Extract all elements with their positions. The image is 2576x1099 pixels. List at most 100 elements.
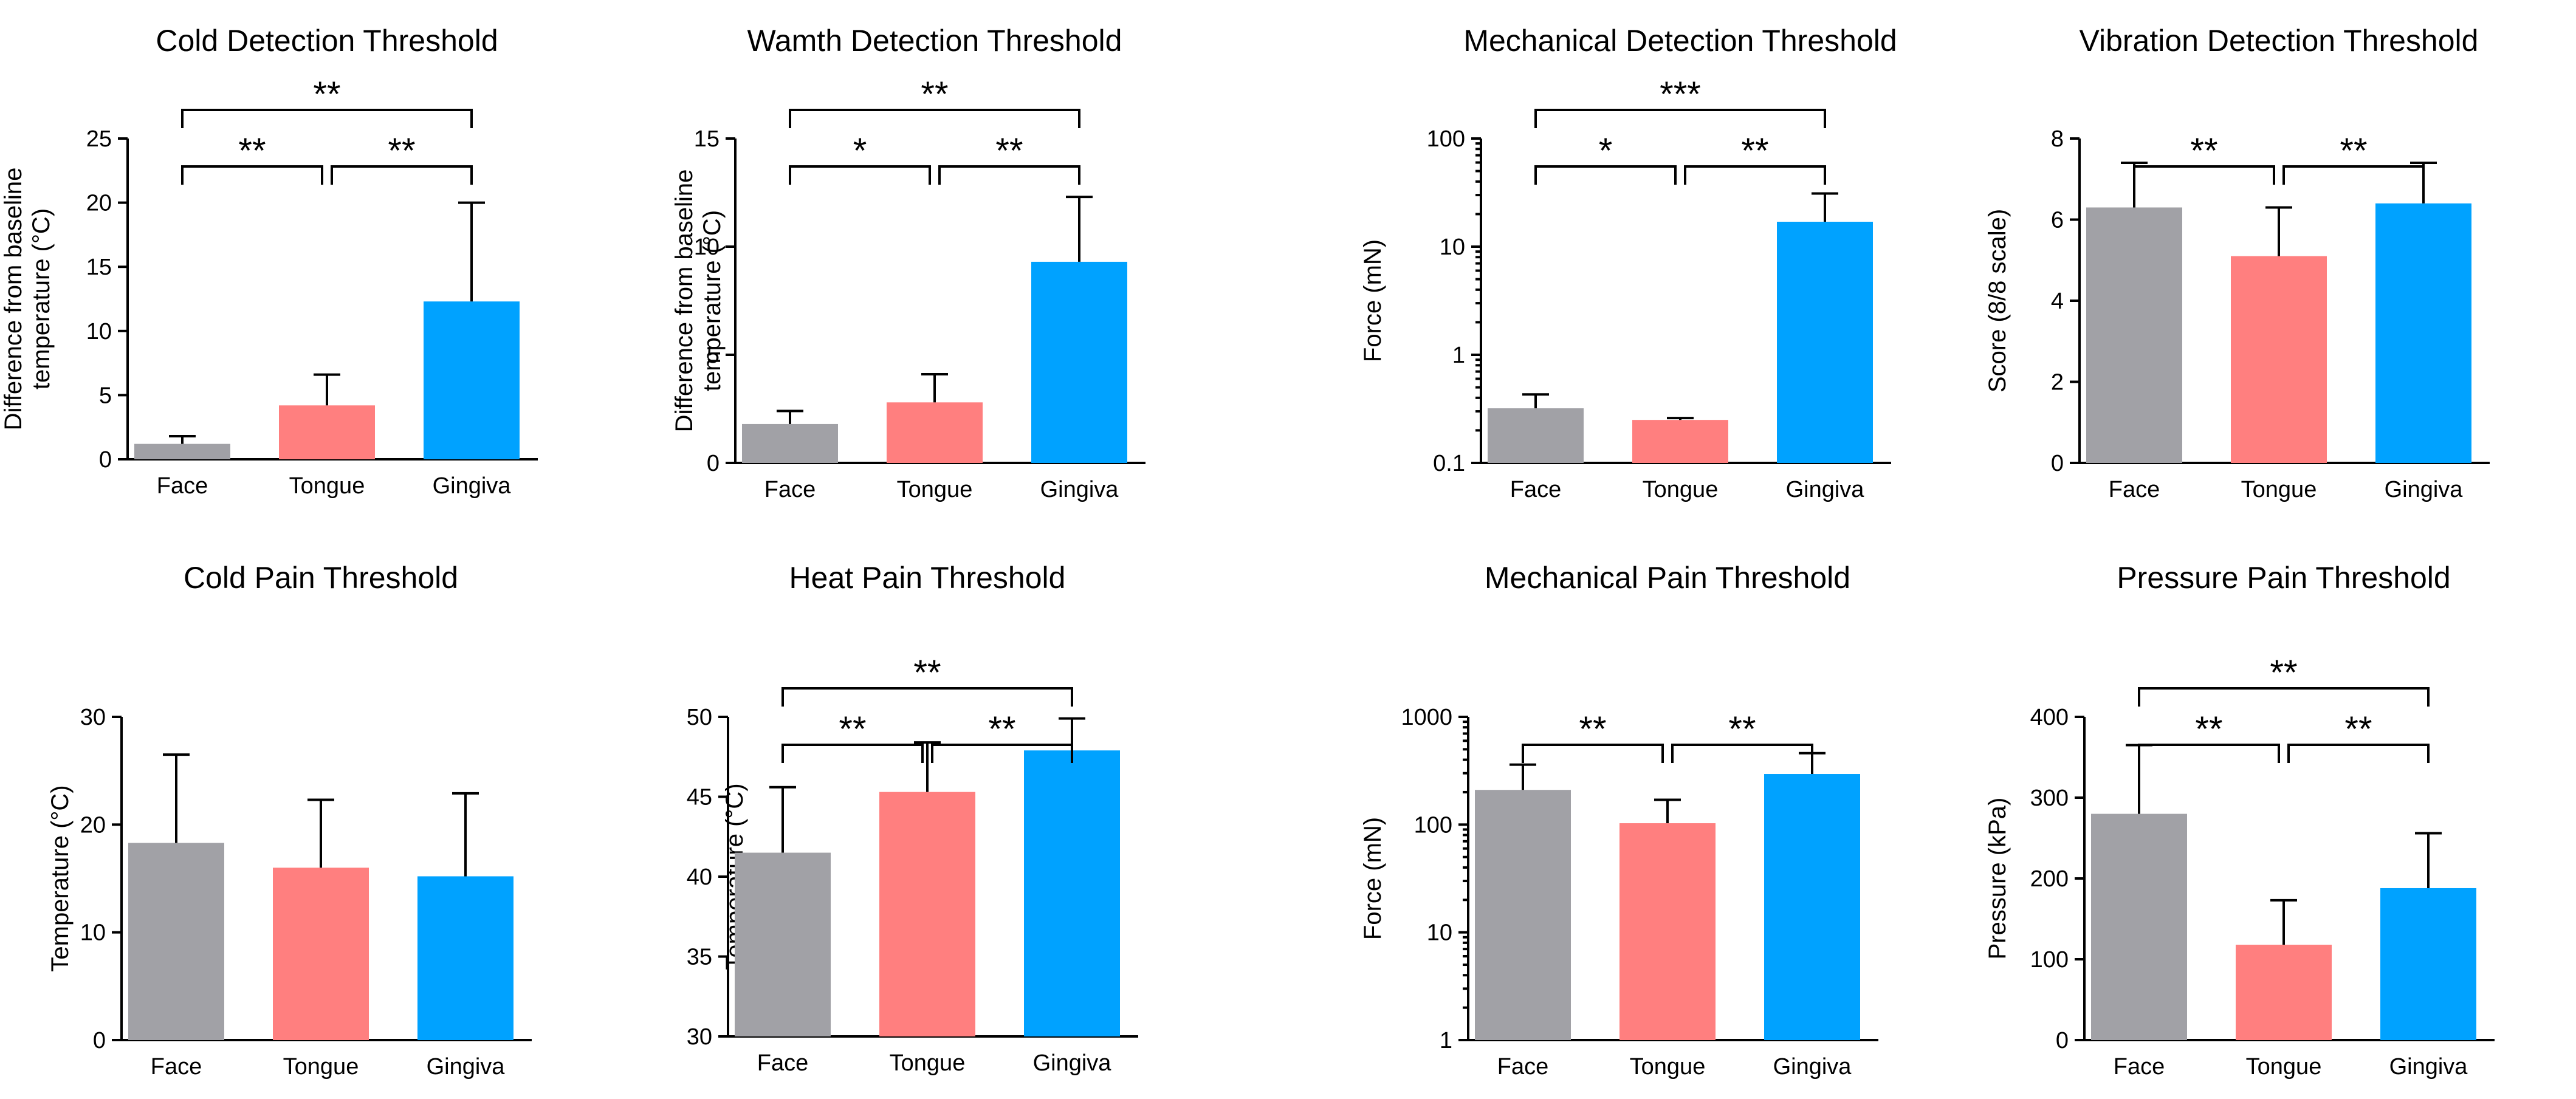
category-label: Tongue — [2241, 477, 2317, 502]
bar-face — [2091, 813, 2187, 1040]
significance-label: ** — [913, 653, 941, 693]
significance-bracket — [1534, 109, 1826, 128]
y-tick-label: 35 — [687, 945, 712, 970]
bar-face — [735, 852, 831, 1036]
significance-label: ** — [995, 131, 1023, 171]
y-tick-label: 50 — [687, 705, 712, 730]
significance-label: ** — [2270, 653, 2297, 693]
bar-tongue — [1632, 420, 1728, 463]
category-label: Face — [757, 1050, 808, 1076]
y-tick-label: 0 — [99, 447, 112, 473]
significance-label: ** — [2195, 710, 2222, 749]
chart-title: Heat Pain Threshold — [789, 561, 1066, 595]
y-tick-label: 4 — [2051, 289, 2064, 314]
chart-title: Pressure Pain Threshold — [2117, 561, 2450, 595]
y-tick-label: 0 — [2056, 1028, 2069, 1053]
significance-label: ** — [238, 131, 266, 171]
y-axis-label: Difference from baseline — [0, 168, 27, 431]
bar-tongue — [279, 405, 375, 459]
bar-gingiva — [1031, 261, 1127, 463]
significance-label: ** — [2344, 710, 2372, 749]
bar-face — [742, 423, 838, 463]
y-tick-label: 100 — [2030, 947, 2069, 973]
bar-face — [2086, 207, 2182, 463]
chart-panel: Pressure Pain Threshold 0 100 200 300 400 Pres… — [1984, 561, 2495, 1080]
y-tick-label: 0.1 — [1433, 451, 1465, 476]
category-label: Gingiva — [433, 473, 512, 499]
chart-panel: Heat Pain Threshold3035404550Temperature… — [687, 561, 1138, 1076]
category-label: Face — [157, 473, 208, 499]
y-axis-label: temperature (°C) — [699, 210, 726, 391]
chart-title: Cold Pain Threshold — [184, 561, 458, 595]
bar-tongue — [2231, 256, 2327, 463]
y-tick-label: 30 — [80, 705, 106, 730]
bar-gingiva — [1024, 750, 1120, 1036]
y-tick-label: 40 — [687, 864, 712, 890]
significance-bracket — [2282, 165, 2425, 185]
chart-title: Wamth Detection Threshold — [747, 24, 1122, 58]
category-label: Face — [151, 1054, 202, 1080]
chart-title: Mechanical Pain Threshold — [1485, 561, 1850, 595]
category-label: Gingiva — [2385, 477, 2464, 502]
y-tick-label: 2 — [2051, 370, 2064, 395]
y-tick-label: 100 — [1414, 812, 1452, 838]
significance-label: ** — [388, 131, 415, 171]
bar-gingiva — [2380, 888, 2476, 1040]
significance-label: ** — [988, 710, 1015, 749]
y-tick-label: 1 — [1452, 343, 1465, 368]
significance-label: ** — [2190, 131, 2217, 171]
bar-face — [134, 443, 230, 459]
significance-bracket — [181, 165, 323, 185]
chart-panel: Cold Pain Threshold 0 10 20 30 Temperature (°… — [47, 561, 532, 1080]
category-label: Face — [2114, 1054, 2165, 1080]
chart-title: Mechanical Detection Threshold — [1463, 24, 1897, 58]
y-tick-label: 15 — [694, 126, 720, 152]
significance-bracket — [781, 687, 1073, 707]
bar-gingiva — [424, 301, 520, 459]
significance-label: ** — [921, 75, 948, 114]
y-tick-label: 20 — [86, 191, 112, 216]
chart-panel: Vibration Detection Threshold 0 2 4 6 8 Score … — [1984, 24, 2490, 502]
significance-bracket — [2138, 687, 2430, 707]
chart-panel: Mechanical Detection Threshold 0.1 1 10 100 F… — [1359, 24, 1897, 502]
category-label: Face — [764, 477, 816, 502]
category-label: Gingiva — [1033, 1050, 1112, 1076]
y-tick-label: 20 — [80, 812, 106, 838]
y-tick-label: 0 — [2051, 451, 2064, 476]
bar-face — [128, 843, 224, 1040]
significance-label: ** — [1728, 710, 1756, 749]
y-axis-label: Temperature (°C) — [47, 785, 74, 971]
bar-face — [1488, 408, 1584, 463]
bar-gingiva — [417, 876, 513, 1040]
y-tick-label: 300 — [2030, 786, 2069, 811]
category-label: Tongue — [283, 1054, 359, 1080]
significance-bracket — [938, 165, 1080, 185]
category-label: Gingiva — [427, 1054, 506, 1080]
significance-bracket — [789, 165, 931, 185]
significance-bracket — [789, 109, 1080, 128]
y-tick-label: 15 — [86, 255, 112, 280]
category-label: Gingiva — [1040, 477, 1119, 502]
y-tick-label: 0 — [93, 1028, 106, 1053]
y-tick-label: 100 — [1427, 126, 1465, 152]
significance-bracket — [1684, 165, 1826, 185]
bar-gingiva — [1764, 774, 1860, 1040]
category-label: Tongue — [1643, 477, 1719, 502]
significance-bracket — [181, 109, 473, 128]
y-tick-label: 10 — [1440, 235, 1465, 260]
bar-tongue — [1619, 823, 1716, 1040]
bar-tongue — [2236, 945, 2332, 1040]
significance-bracket — [1534, 165, 1677, 185]
chart-title: Vibration Detection Threshold — [2080, 24, 2479, 58]
significance-label: *** — [1660, 75, 1701, 114]
y-tick-label: 10 — [86, 319, 112, 344]
category-label: Tongue — [890, 1050, 966, 1076]
significance-bracket — [2287, 744, 2430, 763]
y-tick-label: 5 — [707, 343, 720, 368]
y-tick-label: 10 — [1427, 920, 1452, 946]
y-axis-label: Score (8/8 scale) — [1984, 209, 2011, 392]
category-label: Tongue — [897, 477, 973, 502]
y-axis-label: temperature (°C) — [28, 208, 55, 389]
significance-bracket — [2133, 165, 2275, 185]
significance-bracket — [1522, 744, 1664, 763]
